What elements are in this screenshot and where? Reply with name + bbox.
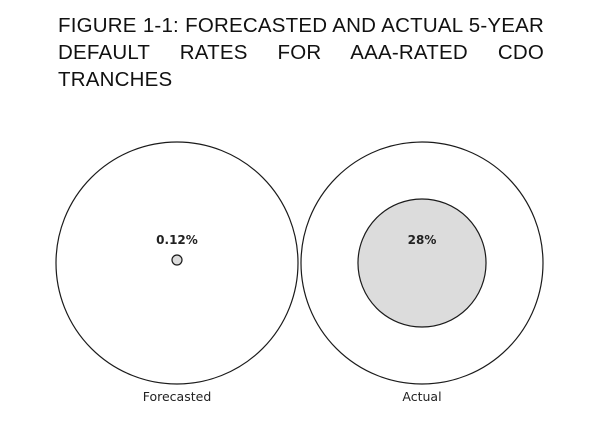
value-label-forecasted: 0.12% [156,233,198,247]
category-label-actual: Actual [402,389,441,404]
inner-circle-actual [357,198,487,328]
circle-group-forecasted: 0.12% Forecasted [55,141,299,404]
value-label-actual: 28% [408,233,437,247]
circle-group-actual: 28% Actual [300,141,544,404]
category-label-forecasted: Forecasted [143,389,212,404]
chart-title: FIGURE 1-1: FORECASTED AND ACTUAL 5-YEAR… [58,14,544,91]
inner-circle-forecasted [171,254,183,266]
